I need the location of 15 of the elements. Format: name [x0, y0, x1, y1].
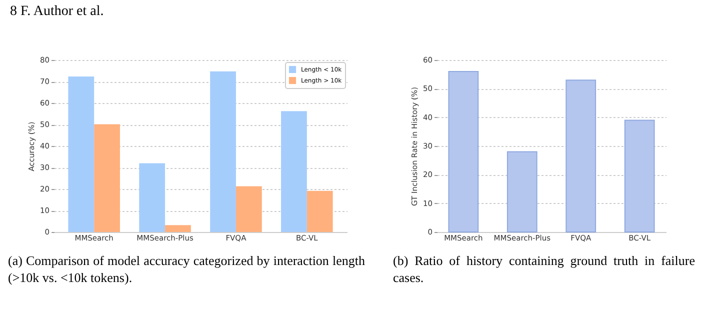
- text: 8 F. Author et al.: [10, 4, 104, 20]
- bar: [624, 120, 655, 232]
- bar: [165, 225, 191, 232]
- bar: [210, 71, 236, 232]
- bar: [139, 163, 166, 232]
- bar: [281, 111, 307, 232]
- bar: [94, 124, 120, 232]
- bar: [506, 151, 538, 232]
- bar: [236, 186, 262, 232]
- text: (a) Comparison of model accuracy categorized by interaction length (>10k vs. <10k tokens).: [8, 252, 365, 286]
- bar: [306, 190, 333, 232]
- text: (b) Ratio of history containing ground truth in failure cases.: [393, 252, 695, 286]
- bar: [68, 76, 94, 232]
- bar: [448, 70, 479, 232]
- bar: [566, 80, 596, 232]
